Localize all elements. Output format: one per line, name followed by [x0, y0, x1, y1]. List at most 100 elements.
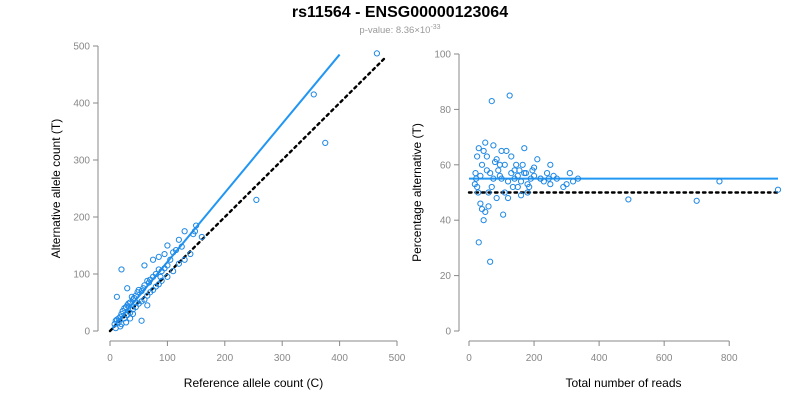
data-point	[504, 178, 512, 185]
data-point	[147, 276, 154, 283]
data-point	[475, 145, 482, 152]
panel-2: 0 200 400 600 800 0 20 40 60 80 100 Total number of…	[410, 50, 782, 390]
data-point	[511, 167, 518, 174]
data-point	[478, 161, 486, 168]
data-point	[483, 153, 490, 160]
p-value-text: p-value: 8.36×10	[359, 25, 431, 37]
data-point	[517, 178, 525, 185]
data-point	[161, 250, 168, 258]
data-point	[511, 175, 518, 182]
data-point	[167, 256, 174, 263]
y-tick-label: 20	[440, 271, 452, 282]
data-point	[560, 183, 567, 191]
x-tick-label: 300	[274, 353, 291, 364]
data-point	[521, 145, 528, 152]
p-value-exponent: -33	[430, 24, 441, 31]
y-tick-label: 500	[73, 42, 90, 53]
data-point	[477, 200, 484, 207]
y-axis-title: Alternative allele count (T)	[49, 119, 63, 258]
data-point	[141, 296, 148, 303]
data-point	[487, 170, 494, 177]
data-point	[144, 302, 151, 309]
data-point	[488, 97, 495, 105]
data-point	[774, 186, 782, 193]
data-point	[128, 293, 135, 300]
data-point	[310, 91, 317, 98]
data-point	[545, 175, 552, 182]
data-point	[138, 288, 145, 295]
data-point	[170, 249, 177, 256]
data-point	[480, 217, 487, 224]
data-point	[175, 236, 182, 243]
data-point	[574, 175, 582, 182]
data-point	[193, 222, 200, 229]
data-point	[170, 268, 177, 275]
x-tick-label: 200	[216, 353, 233, 364]
fit-line	[109, 53, 341, 332]
data-point	[138, 317, 145, 324]
y-tick-label: 80	[440, 105, 452, 116]
data-point	[524, 189, 531, 196]
data-point	[129, 310, 137, 317]
data-point	[155, 253, 162, 260]
data-point	[496, 172, 503, 179]
data-point	[175, 260, 182, 267]
y-tick-label: 300	[73, 156, 90, 167]
data-point	[501, 161, 508, 168]
x-tick-label: 0	[107, 353, 113, 364]
data-point	[550, 172, 557, 179]
data-point	[198, 233, 205, 241]
data-point	[508, 170, 515, 177]
data-point	[178, 243, 185, 250]
data-point	[547, 181, 554, 188]
data-point	[493, 156, 500, 163]
x-tick-label: 100	[159, 353, 176, 364]
data-point	[144, 277, 151, 284]
x-axis-title: Total number of reads	[565, 376, 681, 390]
data-point	[483, 167, 490, 174]
data-point	[124, 285, 131, 292]
data-point	[132, 299, 139, 306]
data-point	[149, 256, 157, 263]
data-point	[508, 153, 515, 160]
data-point	[181, 228, 188, 235]
data-point	[482, 139, 489, 146]
y-tick-label: 60	[440, 160, 452, 171]
data-point	[119, 307, 126, 315]
data-point	[145, 279, 153, 286]
x-tick-label: 600	[656, 353, 673, 364]
x-tick-label: 400	[591, 353, 608, 364]
data-point	[472, 170, 479, 177]
data-point	[498, 147, 505, 155]
data-point	[164, 242, 171, 249]
data-point	[477, 172, 484, 179]
data-point	[534, 156, 541, 163]
y-axis-title: Percentage alternative (T)	[410, 123, 424, 262]
data-point	[716, 178, 723, 185]
x-axis-title: Reference allele count (C)	[184, 376, 323, 390]
data-point	[181, 256, 188, 263]
data-point	[126, 315, 134, 322]
x-tick-label: 500	[389, 353, 406, 364]
data-point	[625, 196, 632, 203]
data-point	[134, 289, 141, 296]
data-point	[543, 170, 551, 177]
data-point	[485, 203, 492, 210]
data-point	[527, 175, 534, 182]
data-point	[118, 266, 125, 273]
data-point	[155, 266, 162, 273]
data-point	[485, 189, 492, 196]
data-point	[524, 181, 531, 188]
data-point	[478, 206, 486, 213]
data-point	[563, 181, 570, 188]
data-point	[158, 277, 165, 284]
data-point	[113, 293, 120, 300]
data-point	[471, 181, 478, 188]
data-point	[487, 258, 494, 265]
y-tick-label: 40	[440, 216, 452, 227]
data-point	[373, 50, 381, 57]
y-tick-label: 0	[84, 327, 90, 338]
x-tick-label: 0	[466, 353, 472, 364]
